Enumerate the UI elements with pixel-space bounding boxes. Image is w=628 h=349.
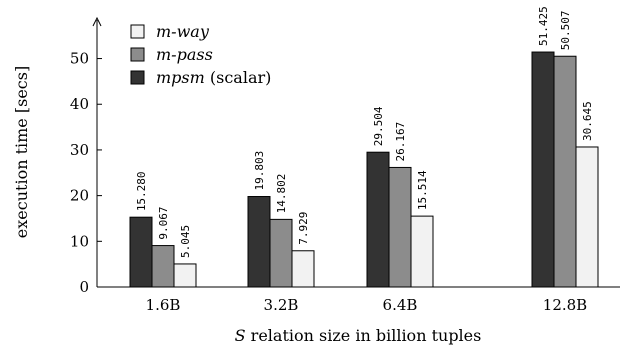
legend-swatch-mpsm — [130, 70, 145, 85]
legend: m-way m-pass mpsm (scalar) — [130, 22, 271, 87]
bar-m-pass-3.2B — [269, 218, 293, 288]
y-ticks: 0 10 20 30 40 50 — [70, 50, 102, 296]
y-tick-label: 50 — [70, 50, 89, 68]
x-tick-label: 12.8B — [543, 296, 587, 314]
bars — [129, 51, 599, 288]
legend-swatch-m-way — [130, 24, 145, 39]
data-label: 9.067 — [157, 206, 170, 239]
x-tick-label: 1.6B — [146, 296, 181, 314]
y-tick-label: 0 — [79, 278, 89, 296]
x-axis-label-variable: S — [235, 326, 246, 345]
bar-m-way-3.2B — [291, 250, 315, 288]
data-label: 50.507 — [559, 10, 572, 50]
data-label: 14.802 — [275, 174, 288, 214]
data-labels: 15.280 19.803 29.504 51.425 9.067 14.802 26.16… — [135, 6, 594, 258]
data-label: 29.504 — [372, 106, 385, 146]
bar-m-way-1.6B — [173, 263, 197, 288]
x-ticks: 1.6B 3.2B 6.4B 12.8B — [146, 282, 587, 314]
data-label: 15.514 — [416, 170, 429, 210]
bar-mpsm-6.4B — [366, 151, 390, 288]
data-label: 15.280 — [135, 171, 148, 211]
bar-mpsm-12.8B — [531, 51, 555, 288]
y-tick-label: 20 — [70, 187, 89, 205]
data-label: 5.045 — [179, 225, 192, 258]
data-label: 26.167 — [394, 122, 407, 162]
legend-label-mpsm: mpsm (scalar) — [156, 68, 271, 87]
bar-m-pass-6.4B — [388, 166, 412, 288]
x-axis-label-text: relation size in billion tuples — [246, 326, 482, 345]
legend-swatch-m-pass — [130, 47, 145, 62]
data-label: 51.425 — [537, 6, 550, 46]
legend-label-m-way: m-way — [156, 22, 210, 41]
bar-m-way-6.4B — [410, 215, 434, 288]
bar-m-way-12.8B — [575, 146, 599, 288]
bar-mpsm-3.2B — [247, 196, 271, 288]
data-label: 19.803 — [253, 151, 266, 191]
y-tick-label: 30 — [70, 141, 89, 159]
y-tick-label: 10 — [70, 232, 89, 250]
y-axis-arrow — [92, 16, 102, 27]
data-label: 7.929 — [297, 212, 310, 245]
bar-m-pass-1.6B — [151, 245, 175, 288]
x-tick-label: 3.2B — [264, 296, 299, 314]
bar-m-pass-12.8B — [553, 55, 577, 288]
legend-label-m-pass: m-pass — [156, 45, 213, 64]
y-axis-label: execution time [secs] — [12, 66, 31, 238]
bar-mpsm-1.6B — [129, 216, 153, 288]
x-axis-label: S relation size in billion tuples — [235, 326, 482, 345]
data-label: 30.645 — [581, 101, 594, 141]
y-tick-label: 40 — [70, 95, 89, 113]
x-tick-label: 6.4B — [383, 296, 418, 314]
